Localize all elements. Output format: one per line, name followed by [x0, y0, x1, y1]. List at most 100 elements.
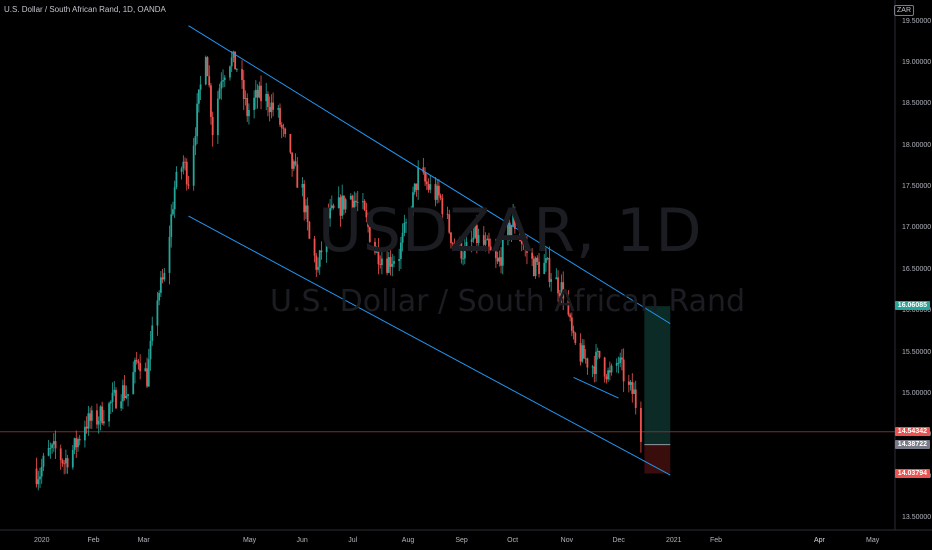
candle-body: [633, 389, 635, 394]
target-zone: [644, 306, 671, 445]
candle-body: [175, 171, 178, 188]
candle-body: [375, 247, 378, 253]
candle-body: [315, 255, 318, 270]
candle-body: [353, 200, 356, 209]
candle-body: [123, 385, 126, 398]
candle-body: [291, 152, 294, 169]
candle-body: [415, 183, 418, 190]
time-tick-label: Jun: [296, 537, 308, 544]
candle-body: [581, 345, 584, 362]
candle-body: [410, 215, 413, 223]
time-tick-label: Aug: [401, 537, 415, 544]
candle-body: [75, 438, 78, 448]
candle-body: [507, 222, 509, 239]
stop-zone: [644, 444, 671, 474]
candle-body: [603, 357, 606, 377]
candle-body: [35, 468, 38, 485]
candle-body: [629, 382, 632, 385]
candle-body: [522, 243, 525, 245]
candle-body: [403, 222, 406, 233]
candle-body: [127, 394, 129, 396]
candle-body: [102, 421, 105, 424]
candle-body: [448, 214, 451, 233]
price-tick-label: 16.00000: [902, 307, 932, 315]
candle-body: [475, 225, 478, 243]
candle-body: [391, 263, 394, 267]
candle-body: [441, 197, 444, 215]
candle-body: [54, 441, 57, 449]
candle-body: [332, 205, 335, 208]
candle-body: [137, 361, 140, 364]
candle-body: [513, 213, 516, 229]
candle-body: [120, 401, 123, 409]
candle-body: [453, 243, 456, 245]
candle-body: [569, 314, 572, 318]
time-tick-label: 2020: [34, 537, 50, 544]
candle-body: [77, 439, 79, 448]
candle-body: [229, 66, 231, 78]
candle-body: [498, 257, 501, 262]
candle-body: [159, 277, 162, 293]
candle-body: [289, 134, 292, 153]
candle-body: [146, 368, 148, 387]
candle-body: [572, 330, 575, 334]
candle-body: [429, 184, 432, 190]
candle-body: [65, 458, 67, 464]
candle-body: [260, 85, 262, 102]
target-price-badge: 16.06085: [894, 301, 930, 311]
candle-body: [500, 257, 502, 266]
candle-body: [339, 197, 342, 216]
candle-body: [111, 392, 114, 402]
candle-body: [318, 250, 321, 267]
candle-body: [52, 441, 55, 445]
candle-body: [477, 235, 480, 243]
price-tick-label: 19.00000: [902, 58, 932, 66]
candle-body: [187, 184, 190, 186]
candle-body: [586, 358, 589, 368]
candle-body: [545, 258, 547, 263]
candle-body: [258, 85, 261, 98]
candle-body: [344, 199, 347, 210]
candle-body: [510, 225, 513, 236]
candle-body: [330, 205, 333, 209]
candle-body: [596, 350, 599, 352]
candle-body: [151, 325, 154, 341]
candle-body: [434, 184, 437, 200]
candle-body: [329, 208, 331, 219]
candle-body: [351, 195, 354, 209]
candle-body: [87, 413, 90, 429]
candle-body: [327, 213, 330, 219]
candle-body: [399, 242, 402, 259]
time-tick-label: Feb: [87, 537, 100, 544]
candle-body: [458, 240, 461, 245]
candle-body: [163, 272, 166, 280]
candle-body: [115, 389, 117, 409]
candle-body: [294, 161, 297, 165]
price-tick-label: 18.00000: [902, 141, 932, 149]
candle-body: [593, 366, 596, 375]
price-tick-label: 16.50000: [902, 265, 932, 273]
candle-body: [524, 244, 527, 246]
candle-body: [543, 262, 546, 275]
time-tick-label: Oct: [507, 537, 519, 544]
candle-body: [389, 257, 392, 267]
candle-body: [560, 282, 563, 296]
candle-body: [598, 350, 601, 358]
candle-body: [241, 69, 243, 81]
candle-body: [337, 197, 340, 208]
candle-body: [472, 237, 475, 240]
candle-body: [308, 222, 311, 239]
candle-body: [562, 282, 565, 299]
channel-upper-line: [188, 25, 671, 325]
candle-body: [199, 84, 202, 90]
candle-body: [135, 359, 138, 362]
candle-body: [161, 277, 164, 280]
candle-body: [446, 214, 449, 216]
symbol-title[interactable]: U.S. Dollar / South African Rand, 1D, OA…: [4, 5, 166, 14]
currency-tag[interactable]: ZAR: [894, 5, 914, 16]
candle-body: [550, 279, 553, 282]
candle-body: [173, 187, 176, 210]
candle-body: [356, 202, 359, 203]
candle-body: [526, 245, 528, 253]
